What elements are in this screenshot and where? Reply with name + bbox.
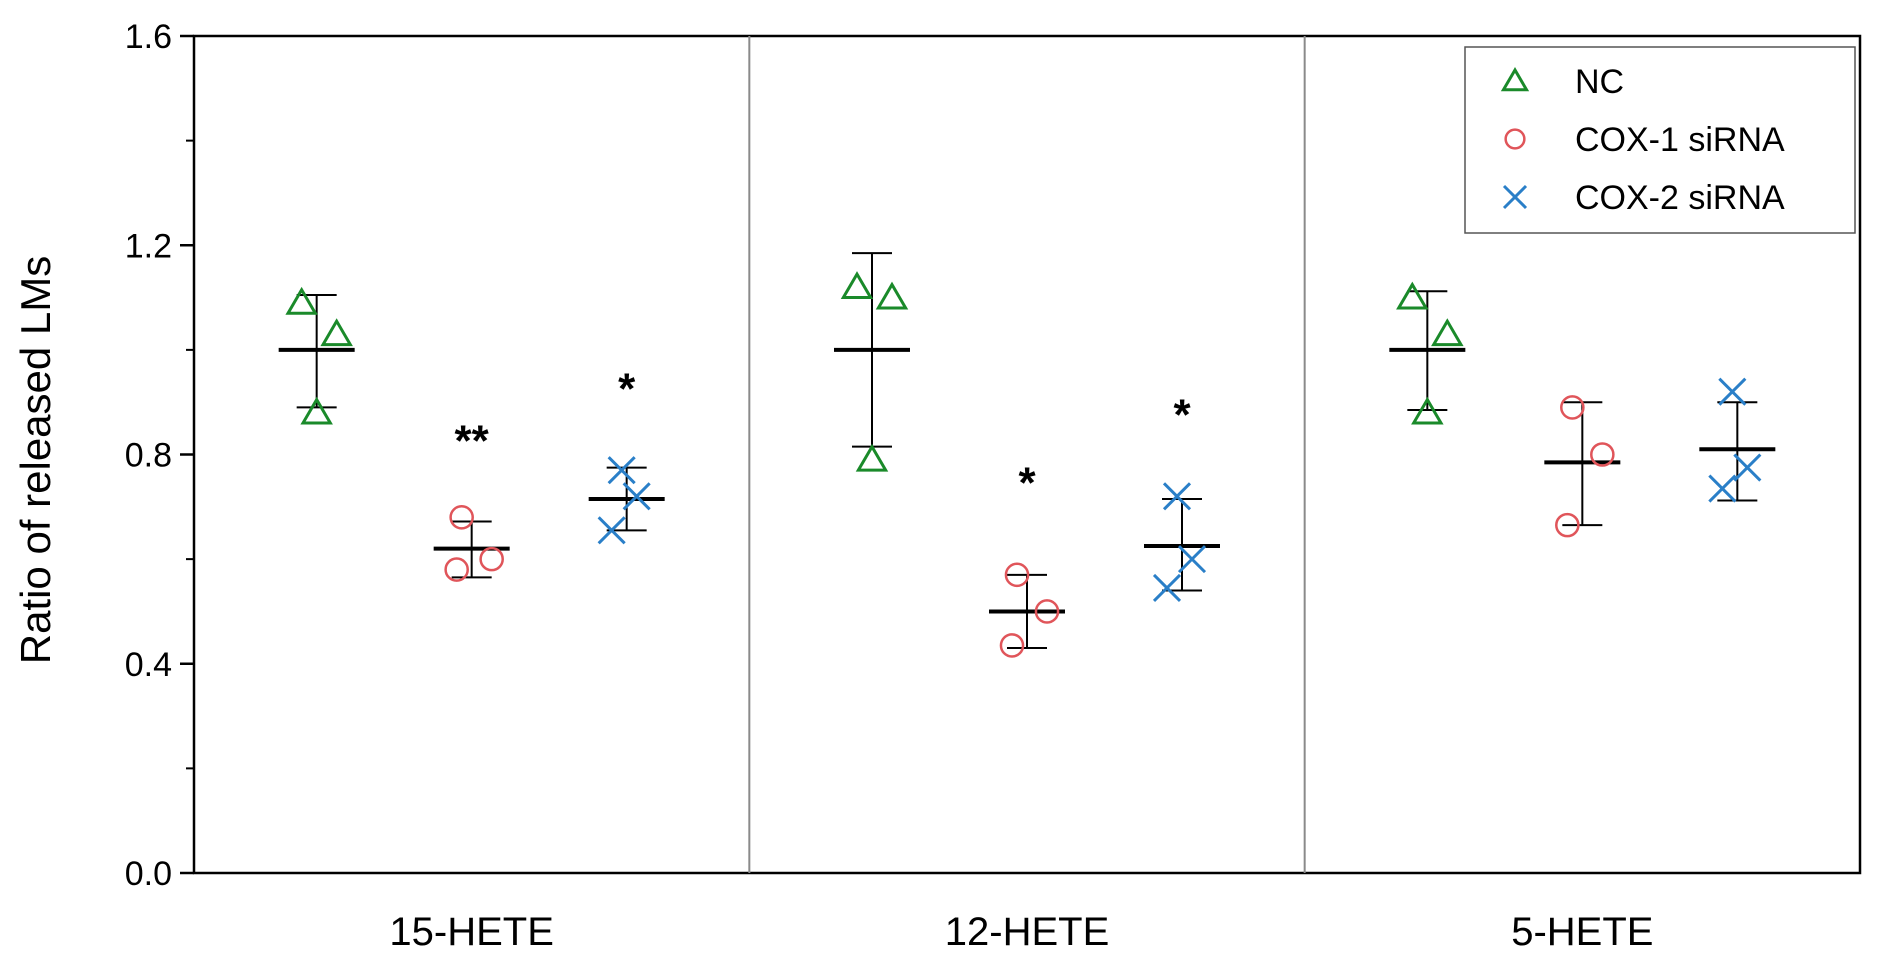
data-point-stroke <box>607 456 636 485</box>
data-point <box>479 546 504 572</box>
data-point-stroke <box>622 482 651 511</box>
data-point <box>1733 453 1762 482</box>
category-label: 15-HETE <box>389 910 554 954</box>
data-point-stroke <box>1718 377 1747 406</box>
legend-box <box>1464 46 1856 234</box>
data-point <box>285 286 318 315</box>
legend-marker <box>1504 128 1526 150</box>
data-point <box>449 504 474 530</box>
significance-label: * <box>618 364 636 413</box>
data-point <box>1431 318 1464 347</box>
data-point <box>597 516 626 545</box>
y-axis-title: Ratio of released LMs <box>12 256 59 665</box>
data-point <box>1555 512 1580 538</box>
data-point <box>1411 396 1444 425</box>
data-point <box>1152 573 1182 602</box>
legend-marker-stroke <box>1502 184 1528 210</box>
data-point <box>1177 545 1207 574</box>
data-point <box>1590 442 1615 467</box>
data-point <box>1708 474 1737 503</box>
legend: NC COX-1 siRNA COX-2 siRNA <box>1464 46 1856 234</box>
y-tick-label: 1.6 <box>125 18 172 56</box>
significance-label: ** <box>455 417 490 466</box>
plot-area: 0.00.40.81.21.615-HETE 12-HETE 5-HETE*****… <box>125 18 1862 954</box>
legend-marker <box>1502 184 1528 210</box>
significance-label: * <box>1173 390 1191 439</box>
data-point <box>1718 377 1747 406</box>
legend-marker <box>1500 67 1530 92</box>
data-point <box>1396 281 1429 310</box>
data-point <box>622 482 651 511</box>
y-tick-label: 1.2 <box>125 227 172 265</box>
category-label: 5-HETE <box>1511 910 1653 954</box>
legend-label: NC <box>1575 63 1624 101</box>
data-point <box>875 281 909 310</box>
data-point <box>1034 599 1060 624</box>
data-point <box>999 633 1025 658</box>
y-tick-label: 0.4 <box>125 646 172 684</box>
data-point-stroke <box>597 516 626 545</box>
data-point-stroke <box>1177 545 1207 574</box>
data-point-stroke <box>1733 453 1762 482</box>
legend-label: COX-1 siRNA <box>1575 121 1785 159</box>
data-point <box>1162 482 1192 511</box>
data-point <box>1004 562 1030 588</box>
significance-label: * <box>1018 458 1036 507</box>
data-point <box>320 318 353 347</box>
data-point <box>855 443 889 472</box>
data-point <box>300 396 333 425</box>
category-label: 12-HETE <box>945 910 1110 954</box>
data-point-stroke <box>1162 482 1192 511</box>
legend-label: COX-2 siRNA <box>1575 179 1785 217</box>
data-point <box>1560 395 1585 420</box>
y-tick-label: 0.8 <box>125 437 172 475</box>
data-point-stroke <box>1152 573 1182 602</box>
data-point <box>607 456 636 485</box>
data-point <box>840 271 874 299</box>
y-tick-label: 0.0 <box>125 855 172 893</box>
data-point <box>444 557 469 582</box>
data-point-stroke <box>1708 474 1737 503</box>
